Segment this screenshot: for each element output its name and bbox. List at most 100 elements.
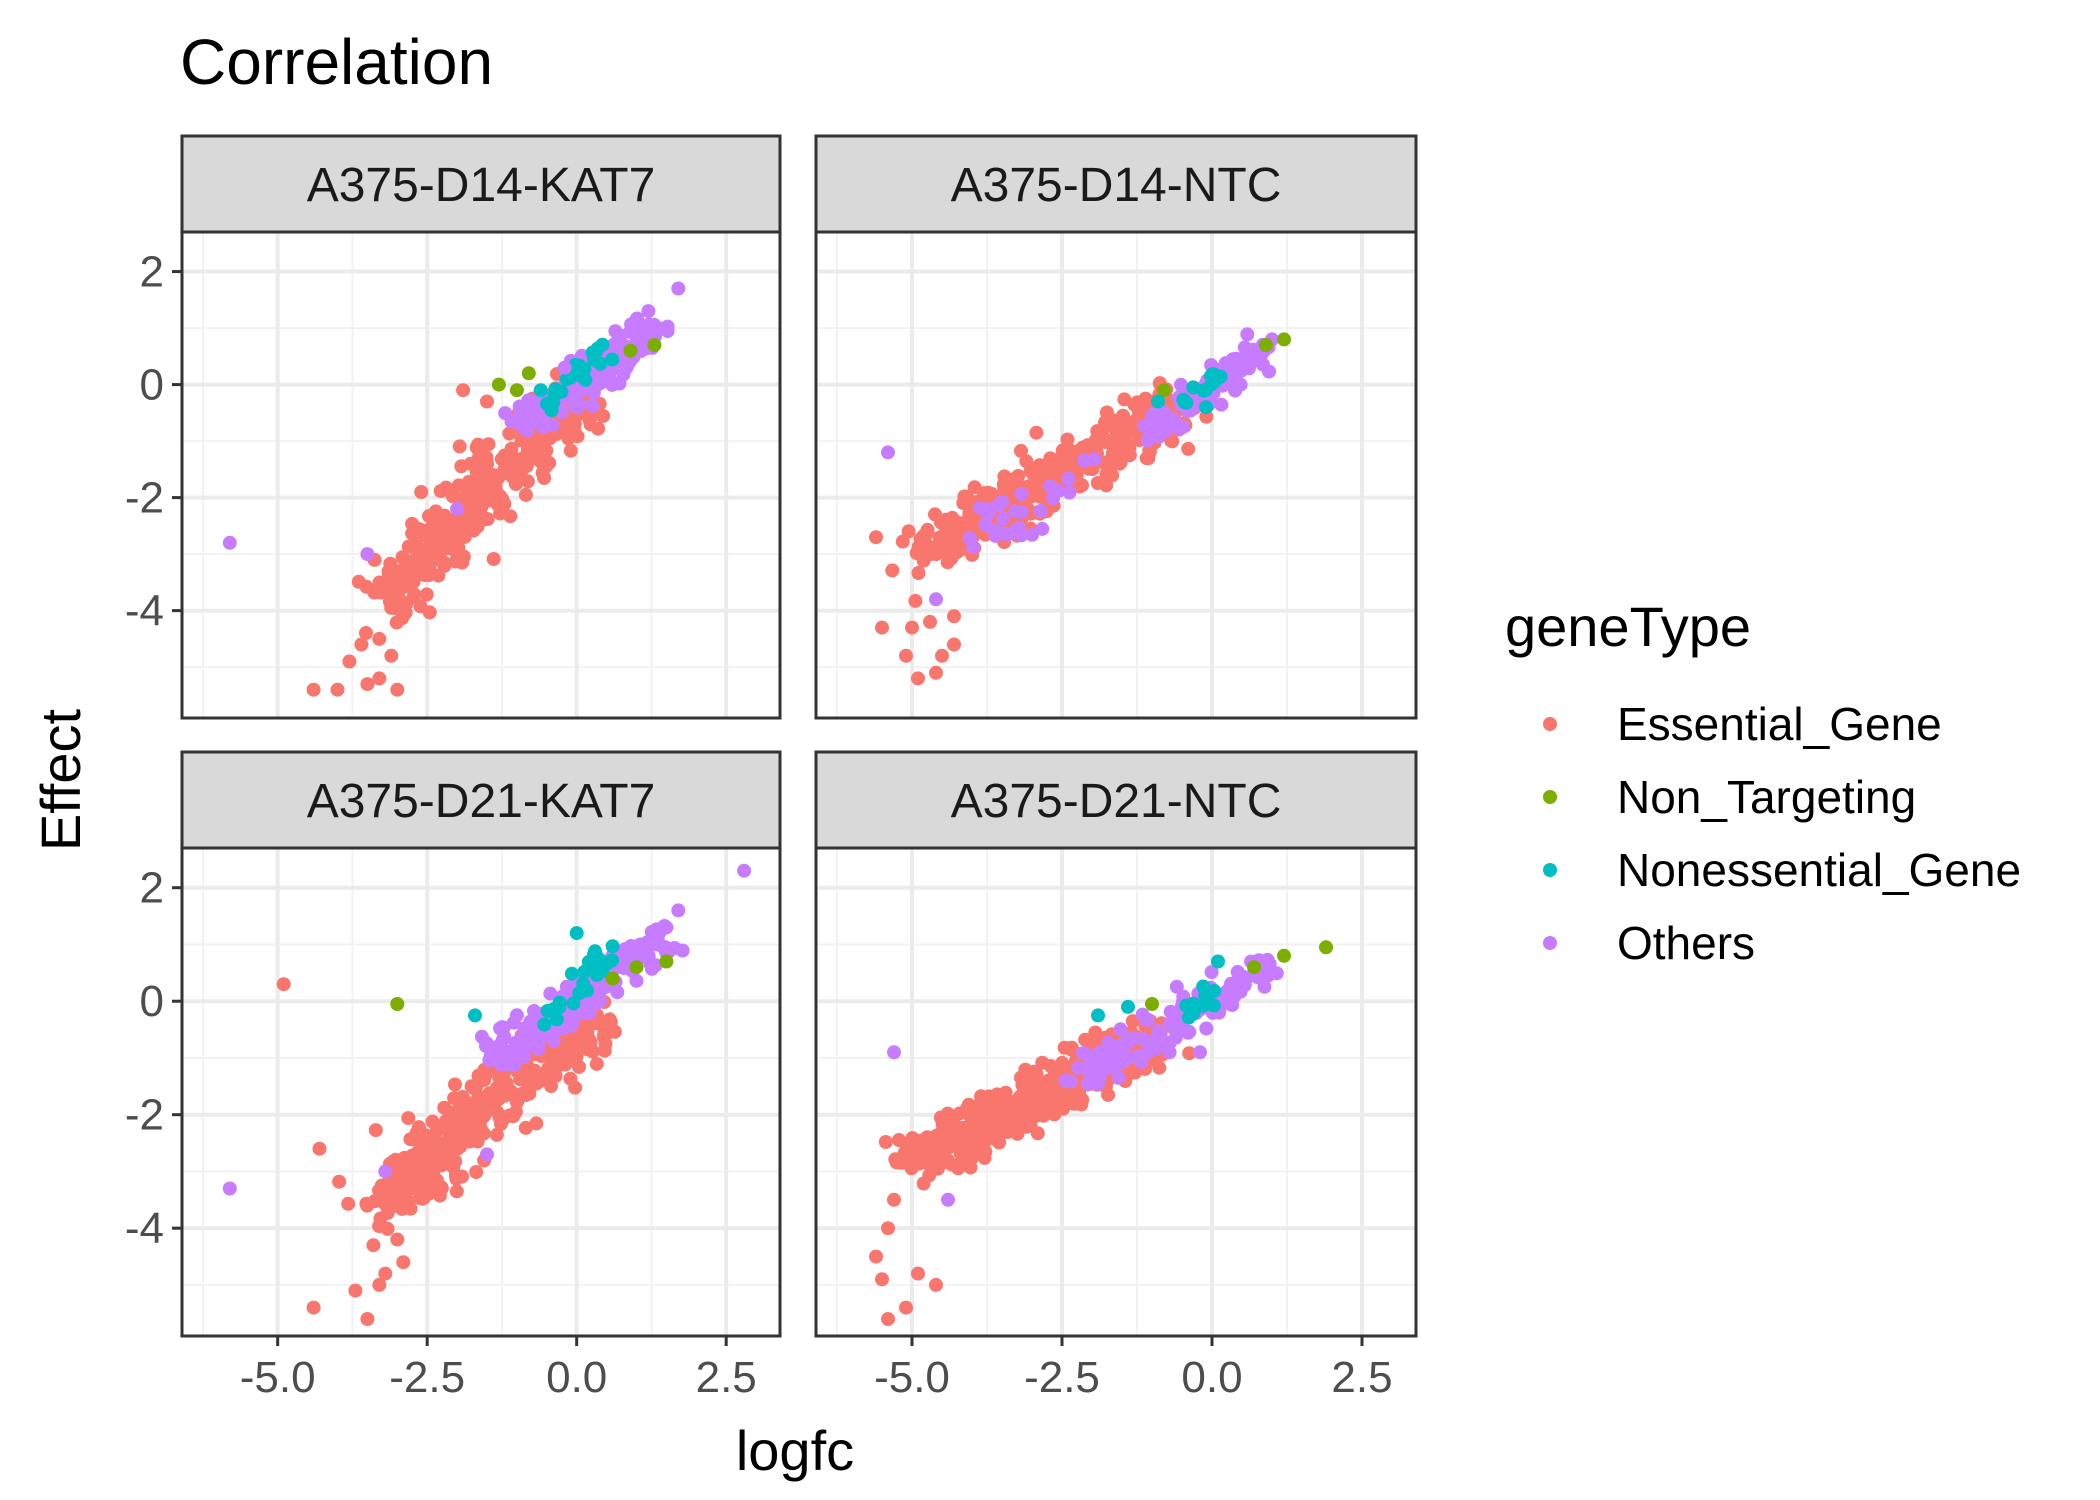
data-point [502, 1085, 517, 1100]
data-point [486, 552, 501, 566]
data-point [396, 1184, 411, 1199]
data-point [518, 1120, 533, 1135]
data-point [449, 1184, 464, 1199]
scatter-points [869, 327, 1291, 686]
data-point [976, 486, 991, 501]
data-point [557, 360, 572, 375]
legend-items: Essential_Gene Non_Targeting Nonessential_… [1543, 698, 2021, 969]
data-point [1211, 954, 1225, 969]
data-point [917, 550, 932, 565]
data-point [381, 567, 396, 582]
data-point [887, 1192, 901, 1207]
data-point [469, 1165, 484, 1179]
data-point [397, 601, 412, 616]
data-point [869, 1249, 883, 1264]
data-point [470, 1108, 485, 1123]
panel-border [180, 230, 782, 720]
data-point [1007, 1113, 1022, 1128]
data-point [996, 511, 1011, 526]
data-point [675, 943, 690, 958]
data-point [523, 1014, 538, 1029]
data-point [995, 526, 1010, 541]
data-point [605, 971, 620, 986]
data-point [450, 501, 465, 516]
data-point [378, 1164, 393, 1179]
data-point [422, 605, 437, 620]
data-point [455, 555, 470, 570]
data-point [590, 341, 605, 356]
data-point [521, 366, 536, 381]
data-point [448, 1077, 462, 1092]
data-point [480, 1147, 494, 1162]
data-point [1046, 1094, 1061, 1109]
data-point [1029, 1069, 1044, 1084]
data-point [1198, 988, 1213, 1003]
data-point [332, 1174, 347, 1189]
data-point [497, 462, 512, 477]
data-point [885, 563, 900, 578]
data-point [1277, 332, 1291, 347]
data-point [929, 592, 943, 607]
data-point [1000, 474, 1015, 488]
data-point [1186, 380, 1201, 395]
data-point [881, 445, 895, 460]
data-point [548, 382, 563, 397]
data-point [597, 1027, 612, 1041]
data-point [1277, 948, 1291, 963]
data-point [1111, 1070, 1126, 1085]
data-point [911, 1266, 925, 1281]
data-point [529, 1116, 544, 1131]
data-point [509, 383, 524, 398]
facet-strip [180, 750, 782, 850]
data-point [372, 582, 387, 597]
data-point [222, 1181, 237, 1196]
data-point [1162, 1035, 1177, 1050]
data-point [1078, 1032, 1093, 1047]
y-tick-label: 2 [140, 248, 164, 297]
data-point [1228, 383, 1243, 398]
data-point [1140, 1012, 1155, 1027]
data-point [1099, 405, 1114, 420]
data-point [359, 1196, 374, 1211]
data-point [432, 550, 447, 565]
data-point [434, 1147, 449, 1162]
data-point [1062, 485, 1077, 500]
data-point [420, 1143, 435, 1157]
data-point [1014, 504, 1029, 519]
gridlines [816, 232, 1416, 718]
data-point [1206, 998, 1221, 1013]
data-point [966, 1117, 981, 1132]
data-point [508, 453, 523, 468]
data-point [1181, 1010, 1196, 1025]
y-tick-label: -2 [125, 474, 164, 523]
data-point [1140, 433, 1155, 448]
data-point [1151, 394, 1165, 409]
data-point [419, 587, 434, 602]
data-point [442, 523, 456, 538]
data-point [1023, 464, 1038, 479]
data-point [923, 614, 937, 629]
data-point [1224, 976, 1238, 991]
x-tick-label: 0.0 [546, 1353, 607, 1402]
x-tick-label: -5.0 [240, 1353, 316, 1402]
data-point [1259, 338, 1273, 352]
data-point [453, 1108, 468, 1123]
data-point [543, 986, 558, 1001]
data-point [1035, 1055, 1050, 1070]
data-point [596, 409, 611, 423]
data-point [417, 568, 432, 583]
facet-strip-label: A375-D21-NTC [951, 775, 1282, 828]
data-point [407, 587, 422, 602]
data-point [1003, 485, 1018, 500]
data-point [1208, 374, 1222, 389]
data-point [1139, 451, 1154, 466]
data-point [659, 954, 674, 969]
data-point [428, 508, 443, 523]
data-point [433, 534, 448, 549]
data-point [468, 1008, 482, 1023]
data-point [605, 939, 620, 954]
y-tick-label: -4 [125, 587, 164, 636]
data-point [1033, 503, 1048, 518]
facet-strip-label: A375-D21-KAT7 [307, 775, 656, 828]
data-point [981, 506, 995, 521]
